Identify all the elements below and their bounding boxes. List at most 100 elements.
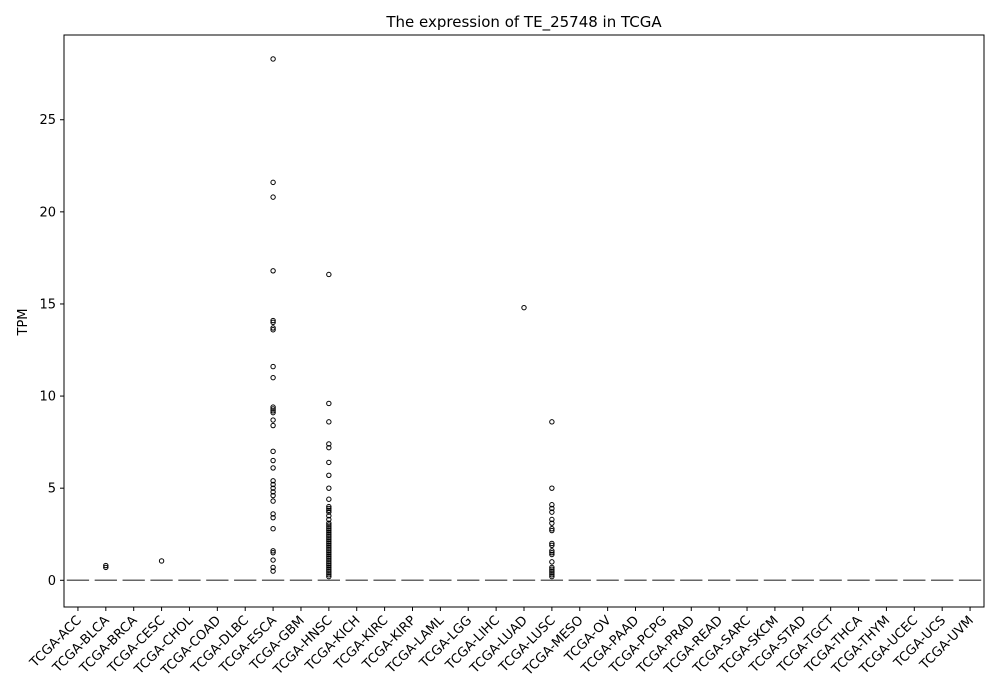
outlier-point <box>270 194 276 200</box>
outlier-point <box>270 408 276 414</box>
outlier-point <box>326 566 332 572</box>
chart-title: The expression of TE_25748 in TCGA <box>385 13 662 32</box>
outlier-point <box>549 572 555 578</box>
outlier-point <box>270 481 276 488</box>
outlier-point <box>270 564 276 571</box>
outlier-point <box>326 441 332 447</box>
outlier-point <box>270 557 276 563</box>
outlier-point <box>326 549 332 556</box>
outlier-point <box>270 319 276 326</box>
outlier-point <box>326 503 332 510</box>
outlier-point <box>326 546 332 552</box>
outlier-point <box>326 537 332 543</box>
outlier-point <box>270 548 276 554</box>
outlier-point <box>270 526 276 532</box>
outlier-point <box>326 271 332 278</box>
y-tick-label: 15 <box>39 297 56 312</box>
y-tick-label: 20 <box>39 205 56 220</box>
outlier-point <box>326 551 332 558</box>
outlier-point <box>326 572 332 578</box>
outlier-point <box>270 179 276 186</box>
outlier-point <box>326 520 332 526</box>
outlier-point <box>326 419 332 425</box>
y-tick-label: 5 <box>48 482 56 497</box>
outlier-point <box>549 509 555 515</box>
outlier-point <box>270 489 276 495</box>
outlier-point <box>549 505 555 512</box>
outlier-point <box>549 559 555 565</box>
outlier-point <box>270 485 276 491</box>
outlier-point <box>326 538 332 545</box>
outlier-point <box>326 527 332 534</box>
outlier-point <box>270 492 276 499</box>
outlier-point <box>326 544 332 550</box>
outlier-point <box>270 422 276 429</box>
y-axis: 0 5 10 15 20 25 <box>39 113 64 589</box>
outlier-point <box>270 56 276 62</box>
outlier-point <box>549 549 555 556</box>
outlier-point <box>549 520 555 526</box>
x-axis: TCGA-ACCTCGA-BLCATCGA-BRCATCGA-CESCTCGA-… <box>27 607 977 679</box>
y-tick-label: 25 <box>39 113 56 128</box>
outlier-point <box>158 558 165 564</box>
outlier-point <box>270 549 276 556</box>
outlier-point <box>326 542 332 548</box>
outlier-point <box>103 562 109 569</box>
outlier-point <box>326 496 332 502</box>
outlier-point <box>270 448 276 455</box>
outlier-point <box>326 557 332 563</box>
outlier-point <box>270 363 276 370</box>
outlier-point <box>270 374 276 381</box>
outlier-point <box>326 522 332 528</box>
outlier-point <box>326 568 332 574</box>
outlier-point <box>326 507 332 513</box>
outlier-point <box>326 526 332 532</box>
outlier-point <box>326 400 332 407</box>
outlier-point <box>326 516 332 523</box>
outlier-point <box>270 465 276 471</box>
outlier-point <box>549 485 555 491</box>
outlier-point <box>103 564 109 571</box>
outlier-point <box>326 540 332 547</box>
outlier-point <box>270 325 276 331</box>
outlier-point <box>549 516 555 523</box>
outlier-point <box>270 514 276 521</box>
outlier-point <box>270 327 276 333</box>
outlier-point <box>326 562 332 569</box>
outlier-point <box>326 509 332 515</box>
outlier-point <box>326 529 332 536</box>
outlier-point <box>270 268 276 274</box>
y-axis-label: TPM <box>16 309 31 337</box>
outlier-point <box>326 531 332 537</box>
outlier-point <box>521 304 527 311</box>
outlier-point <box>270 457 276 464</box>
outlier-point <box>270 417 276 423</box>
outlier-point <box>326 555 332 561</box>
outlier-point <box>270 478 276 484</box>
outlier-points <box>103 56 555 580</box>
outlier-point <box>326 459 332 466</box>
outlier-point <box>270 317 276 324</box>
outlier-point <box>326 513 332 519</box>
outlier-point <box>326 472 332 478</box>
outlier-point <box>270 511 276 517</box>
outlier-point <box>549 419 555 425</box>
outlier-point <box>326 564 332 571</box>
y-tick-label: 10 <box>39 390 56 405</box>
outlier-point <box>549 551 555 558</box>
outlier-point <box>326 548 332 554</box>
outlier-point <box>326 533 332 539</box>
outlier-point <box>270 568 276 574</box>
outlier-point <box>549 548 555 554</box>
outlier-point <box>549 570 555 576</box>
outlier-point <box>326 559 332 565</box>
outlier-point <box>326 524 332 530</box>
outlier-point <box>549 564 555 571</box>
outlier-point <box>549 573 555 580</box>
outlier-point <box>326 535 332 541</box>
outlier-point <box>326 561 332 567</box>
outlier-point <box>326 485 332 491</box>
outlier-point <box>326 570 332 576</box>
outlier-point <box>549 526 555 532</box>
